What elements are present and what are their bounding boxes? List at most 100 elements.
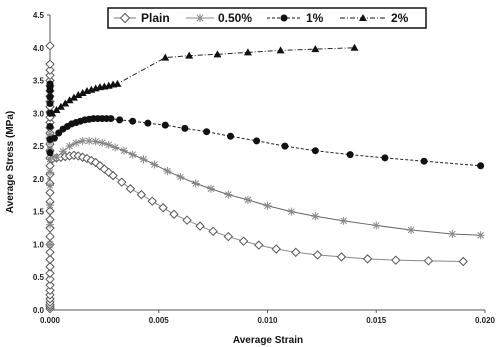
data-point-0-50 (65, 142, 74, 151)
data-point-0-50 (46, 168, 54, 177)
data-point-1 (46, 80, 54, 88)
data-point-plain (391, 255, 401, 265)
data-point-plain (45, 41, 55, 51)
data-point-0-50 (78, 136, 87, 145)
data-point-1 (161, 121, 169, 129)
legend: Plain 0.50% 1% 2% (107, 7, 427, 29)
axes (49, 15, 485, 311)
x-tick-label: 0.000 (40, 316, 61, 325)
data-point-1 (46, 93, 54, 101)
data-point-plain (238, 236, 249, 246)
x-tick-label: 0.020 (475, 316, 496, 325)
x-tick-label: 0.015 (366, 316, 387, 325)
data-point-plain (169, 209, 179, 219)
legend-marker-1 (280, 14, 288, 22)
data-point-0-50 (85, 136, 94, 145)
data-point-0-50 (98, 138, 107, 147)
data-point-0-50 (176, 172, 185, 181)
series-2 (48, 43, 359, 117)
data-point-plain (125, 184, 136, 194)
data-point-plain (45, 268, 55, 278)
data-point-plain (208, 226, 218, 237)
data-point-2 (69, 93, 78, 101)
data-point-1 (420, 157, 428, 165)
data-point-2 (52, 106, 61, 114)
data-point-plain (45, 247, 55, 258)
y-tick-label: 2.5 (33, 142, 45, 151)
data-point-plain (45, 70, 55, 81)
data-point-1 (107, 115, 115, 123)
series-line-2 (51, 47, 355, 114)
data-point-plain (147, 196, 157, 206)
y-tick-label: 3.5 (33, 77, 45, 86)
data-point-1 (253, 137, 261, 145)
data-point-plain (45, 262, 55, 272)
data-point-2 (65, 96, 74, 104)
data-point-plain (158, 203, 168, 213)
data-point-0-50 (59, 147, 68, 156)
data-point-plain (45, 206, 55, 216)
data-point-1 (477, 162, 485, 170)
x-tick-label: 0.005 (149, 316, 170, 325)
data-point-0-50 (46, 155, 54, 164)
data-point-1 (281, 142, 289, 150)
data-point-plain (312, 250, 323, 260)
data-point-plain (362, 254, 373, 264)
data-point-plain (45, 187, 55, 198)
data-point-plain (99, 164, 110, 174)
data-point-plain (423, 256, 434, 266)
y-tick-labels: 0.0 0.5 1.0 1.5 2.0 2.5 3.0 3.5 4.0 4.5 (33, 11, 50, 315)
data-point-0-50 (111, 143, 120, 152)
data-point-2 (161, 53, 170, 61)
data-point-2 (311, 45, 320, 53)
data-point-plain (45, 280, 55, 290)
legend-label-1: 1% (306, 11, 324, 25)
series-1 (46, 80, 485, 170)
legend-marker-2 (359, 14, 367, 21)
data-point-plain (195, 221, 205, 231)
series-line-0-50 (56, 140, 481, 236)
data-point-0-50 (448, 229, 457, 238)
data-point-1 (346, 151, 354, 159)
data-point-plain (45, 254, 55, 265)
y-tick-label: 1.0 (33, 240, 45, 249)
x-axis-title: Average Strain (233, 335, 303, 346)
data-point-plain (82, 153, 92, 164)
legend-marker-plain (119, 12, 131, 24)
y-tick-label: 3.0 (33, 109, 45, 118)
y-tick-label: 4.5 (33, 11, 45, 20)
data-point-plain (45, 274, 55, 284)
data-point-0-50 (150, 160, 159, 169)
data-point-2 (48, 109, 57, 117)
data-point-1 (50, 134, 58, 142)
data-point-0-50 (407, 226, 416, 235)
data-point-1 (46, 122, 54, 130)
data-point-1 (46, 149, 54, 157)
data-point-plain (223, 231, 234, 242)
data-point-1 (129, 117, 137, 125)
y-tick-label: 0.5 (33, 273, 45, 282)
data-point-0-50 (119, 146, 128, 155)
data-point-plain (271, 244, 281, 254)
data-point-1 (227, 132, 235, 140)
data-point-0-50 (476, 231, 485, 240)
y-tick-label: 1.5 (33, 208, 45, 217)
data-series (45, 41, 485, 314)
data-point-2 (243, 48, 252, 56)
data-point-plain (336, 252, 347, 262)
data-point-plain (182, 215, 192, 225)
data-point-0-50 (163, 167, 172, 176)
data-point-plain (108, 170, 118, 181)
series-0-50 (46, 130, 485, 249)
data-point-plain (458, 256, 468, 267)
data-point-plain (117, 177, 127, 187)
data-point-2 (276, 46, 285, 54)
series-plain (45, 41, 468, 314)
data-point-1 (203, 128, 211, 136)
data-point-plain (136, 189, 147, 200)
y-tick-label: 2.0 (33, 175, 45, 184)
y-tick-label: 4.0 (33, 44, 45, 53)
data-point-2 (213, 50, 222, 58)
data-point-0-50 (372, 221, 381, 230)
